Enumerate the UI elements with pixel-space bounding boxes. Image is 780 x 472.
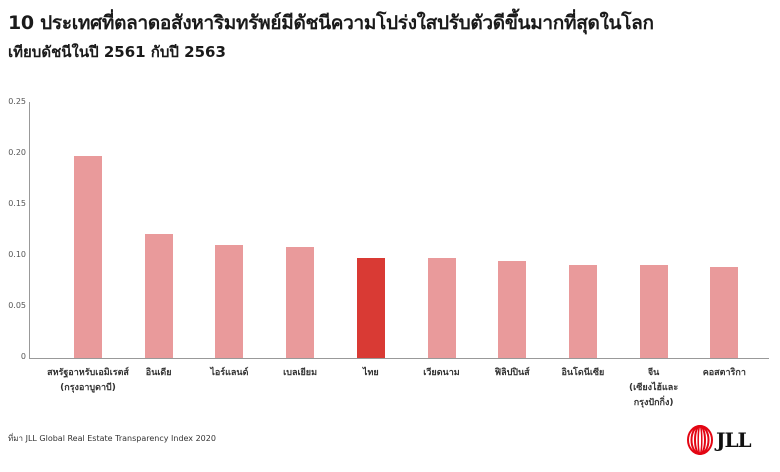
bar: [215, 244, 244, 358]
bar: [144, 233, 173, 358]
x-tick-label: ไทย: [362, 368, 379, 378]
logo-text: JLL: [716, 428, 752, 452]
bar: [710, 267, 739, 358]
bar: [498, 261, 527, 358]
y-tick-label: 0.15: [8, 199, 26, 208]
y-tick-label: 0.05: [8, 301, 26, 310]
x-tick-label: ไอร์แลนด์: [210, 368, 249, 378]
x-tick-label: สหรัฐอาหรับเอมิเรตส์ (กรุงอาบูดาบี): [47, 368, 129, 393]
bar: [356, 258, 385, 358]
x-tick-label: เวียดนาม: [423, 368, 460, 378]
jll-logo-icon: [687, 425, 713, 455]
bar: [74, 156, 102, 358]
bar: [639, 265, 668, 358]
source-note: ที่มา JLL Global Real Estate Transparenc…: [8, 434, 216, 443]
x-axis: [29, 358, 769, 359]
y-tick-label: 0.10: [8, 250, 26, 259]
y-axis: [29, 102, 30, 359]
x-tick-label: ฟิลิปปินส์: [494, 368, 530, 378]
x-tick-label: อินเดีย: [145, 368, 172, 378]
bar: [568, 265, 597, 358]
x-tick-label: เบลเยียม: [283, 368, 318, 378]
y-tick-label: 0: [20, 352, 26, 361]
x-tick-label: คอสตาริกา: [702, 368, 746, 378]
chart-title: 10 ประเทศที่ตลาดอสังหาริมทรัพย์มีดัชนีคว…: [8, 12, 654, 34]
y-tick-label: 0.20: [8, 148, 26, 157]
x-tick-label: จีน (เซียงไฮ้และ กรุงปักกิ่ง): [629, 368, 679, 408]
chart-subtitle: เทียบดัชนีในปี 2561 กับปี 2563: [8, 43, 226, 61]
y-tick-label: 0.25: [8, 97, 26, 106]
jll-logo: JLL: [687, 425, 752, 455]
x-tick-label: อินโดนีเซีย: [561, 368, 605, 378]
bar: [286, 246, 315, 358]
bar: [427, 258, 456, 358]
